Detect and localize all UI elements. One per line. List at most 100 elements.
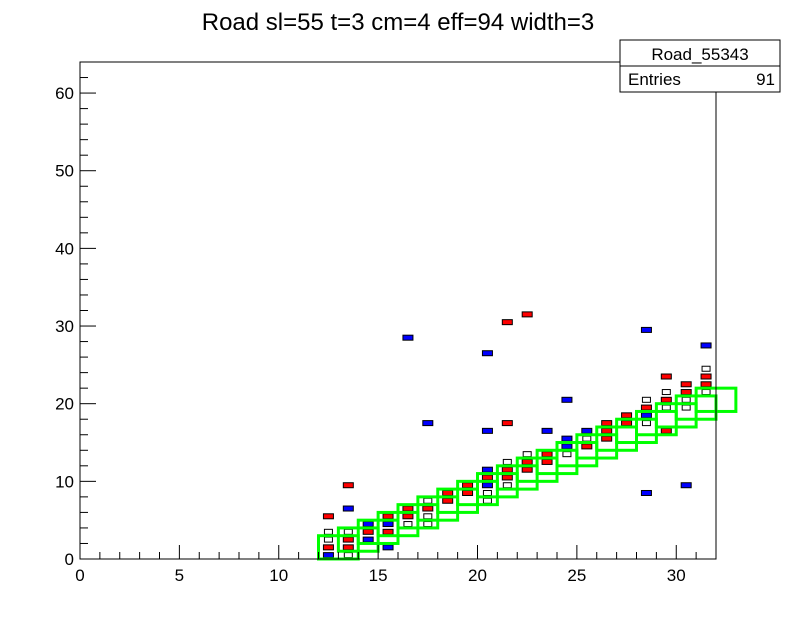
hit-cell-31 xyxy=(482,497,492,504)
x-tick-label-10: 10 xyxy=(269,566,288,585)
stats-box-entries-label: Entries xyxy=(628,70,681,89)
plot-frame xyxy=(79,61,717,560)
hit-cell-30 xyxy=(462,482,474,489)
hit-cell-76 xyxy=(680,389,692,396)
hit-cell-41 xyxy=(502,458,512,465)
hit-cell-74 xyxy=(681,404,691,411)
x-tick-label-20: 20 xyxy=(468,566,487,585)
hit-cell-73 xyxy=(660,373,672,380)
stats-box-name: Road_55343 xyxy=(651,45,748,64)
hit-cell-12 xyxy=(362,528,374,535)
x-tick-label-5: 5 xyxy=(175,566,184,585)
y-tick-label-50: 50 xyxy=(55,162,74,181)
hit-cell-40 xyxy=(501,466,513,473)
hit-cell-33 xyxy=(481,482,493,489)
hit-cell-83 xyxy=(700,342,712,349)
y-tick-label-0: 0 xyxy=(65,550,74,569)
hit-cell-9 xyxy=(342,505,354,512)
hit-cell-22 xyxy=(423,521,433,528)
hit-cell-11 xyxy=(362,536,374,543)
hit-cell-35 xyxy=(481,466,493,473)
x-tick-label-30: 30 xyxy=(667,566,686,585)
hit-cell-16 xyxy=(382,521,394,528)
hit-cell-4 xyxy=(322,513,334,520)
hit-cell-34 xyxy=(481,474,493,481)
hit-cell-15 xyxy=(382,528,394,535)
hit-cell-71 xyxy=(660,396,672,403)
x-tick-label-25: 25 xyxy=(567,566,586,585)
hit-cell-2 xyxy=(323,536,333,543)
hit-cell-57 xyxy=(581,427,593,434)
hit-cell-65 xyxy=(640,404,652,411)
hit-cell-3 xyxy=(323,528,333,535)
hit-cell-17 xyxy=(382,513,394,520)
hit-cell-20 xyxy=(402,505,414,512)
hit-cell-79 xyxy=(701,389,711,396)
hit-cell-36 xyxy=(481,427,493,434)
x-tick-label-15: 15 xyxy=(369,566,388,585)
chart-title: Road sl=55 t=3 cm=4 eff=94 width=3 xyxy=(202,9,595,36)
hit-cell-37 xyxy=(481,350,493,357)
hit-cell-10 xyxy=(342,482,354,489)
hit-cell-62 xyxy=(621,412,633,419)
hit-cell-6 xyxy=(342,544,354,551)
hit-cell-80 xyxy=(700,381,712,388)
hit-cell-7 xyxy=(342,536,354,543)
hit-cell-53 xyxy=(561,435,573,442)
hit-cell-58 xyxy=(601,435,613,442)
hit-cell-77 xyxy=(680,381,692,388)
hit-cell-26 xyxy=(422,420,434,427)
hit-cell-78 xyxy=(680,482,692,489)
hit-cell-49 xyxy=(541,451,553,458)
hit-cell-70 xyxy=(661,404,671,411)
hit-cell-32 xyxy=(482,489,492,496)
hit-cell-81 xyxy=(700,373,712,380)
stats-box: Road_55343 Entries 91 xyxy=(619,39,781,93)
hit-cell-21 xyxy=(402,334,414,341)
hit-cell-60 xyxy=(601,420,613,427)
hit-cell-39 xyxy=(501,474,513,481)
hit-cell-55 xyxy=(581,443,593,450)
stats-box-entries-value: 91 xyxy=(756,70,775,89)
hit-cell-38 xyxy=(502,482,512,489)
axes: 0 5 10 15 20 25 30 0 10 20 30 40 50 60 xyxy=(55,61,717,585)
hit-cell-54 xyxy=(561,396,573,403)
hit-cell-29 xyxy=(462,489,474,496)
hit-cell-48 xyxy=(541,458,553,465)
hit-cell-25 xyxy=(423,497,433,504)
hit-cell-8 xyxy=(343,528,353,535)
hit-cell-24 xyxy=(422,505,434,512)
hit-cell-14 xyxy=(382,544,394,551)
hit-cell-68 xyxy=(640,326,652,333)
y-tick-label-30: 30 xyxy=(55,317,74,336)
y-tick-label-20: 20 xyxy=(55,395,74,414)
y-tick-label-40: 40 xyxy=(55,239,74,258)
hit-cell-43 xyxy=(501,319,513,326)
x-tick-label-0: 0 xyxy=(75,566,84,585)
hit-cell-44 xyxy=(521,466,533,473)
hit-cell-50 xyxy=(541,427,553,434)
hit-cell-0 xyxy=(322,552,334,559)
y-tick-label-60: 60 xyxy=(55,84,74,103)
hit-cell-23 xyxy=(423,513,433,520)
hit-cell-13 xyxy=(362,521,374,528)
hit-cell-28 xyxy=(442,489,454,496)
chart-marks xyxy=(317,311,738,561)
hit-cell-82 xyxy=(701,365,711,372)
hit-cell-51 xyxy=(562,451,572,458)
hit-cell-42 xyxy=(501,420,513,427)
hit-cell-18 xyxy=(403,521,413,528)
hit-cell-5 xyxy=(343,552,353,559)
hit-cell-27 xyxy=(442,497,454,504)
hit-cell-75 xyxy=(681,396,691,403)
hit-cell-56 xyxy=(582,435,592,442)
hit-cell-67 xyxy=(640,489,652,496)
hit-cell-59 xyxy=(601,427,613,434)
hit-cell-47 xyxy=(521,311,533,318)
hit-cell-1 xyxy=(322,544,334,551)
hit-cell-69 xyxy=(660,427,672,434)
hit-cell-72 xyxy=(661,389,671,396)
hit-cell-61 xyxy=(621,420,633,427)
hit-cell-45 xyxy=(521,458,533,465)
